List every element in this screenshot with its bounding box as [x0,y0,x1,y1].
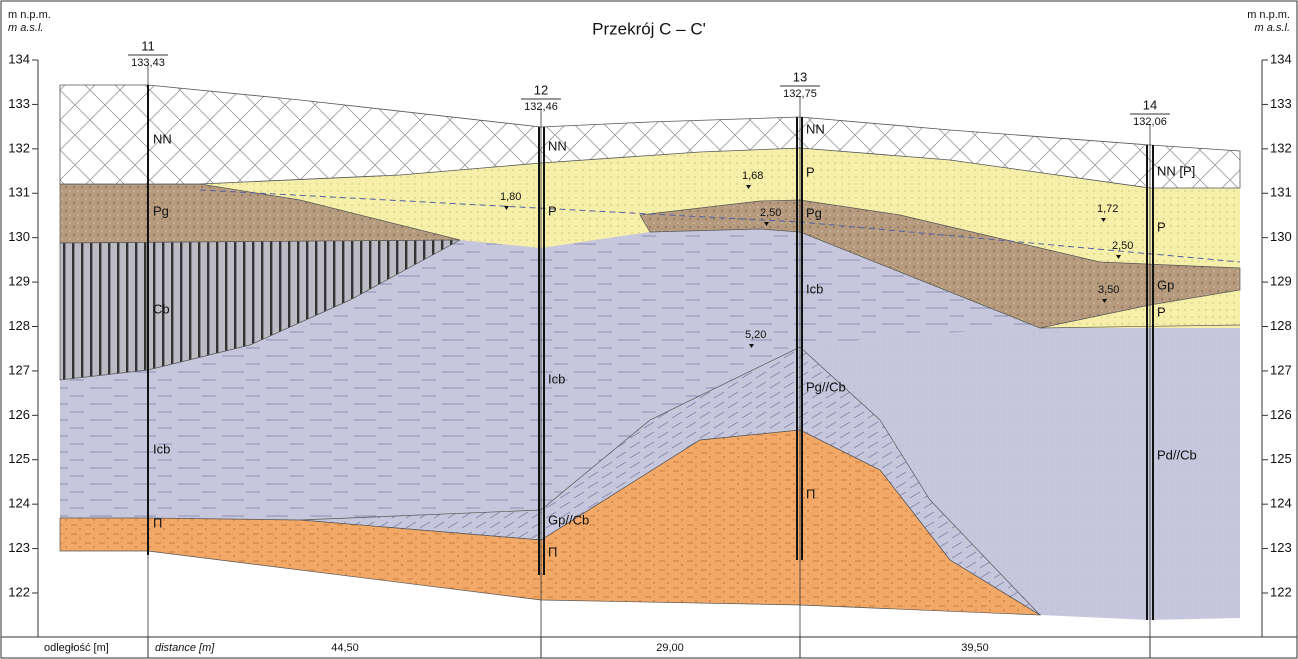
layer-label: Pg//Cb [806,379,846,394]
borehole-id: 14 [1143,97,1157,112]
layer-label: Π [548,544,557,559]
y-tick-label: 133 [1270,96,1292,111]
axis-title: m n.p.m. [1247,9,1290,21]
y-tick-label: 123 [1270,540,1292,555]
layer-label: Π [806,486,815,501]
y-tick-label: 122 [8,584,30,599]
layer-label: Pg [153,203,169,218]
water-depth: 1,68 [742,170,763,182]
layer-label: Pd//Cb [1157,447,1197,462]
y-tick-label: 126 [1270,407,1292,422]
cross-section: Przekrój C – C' m n.p.m. m a.s.l. m n.p.… [0,0,1298,659]
layer-label: NN [806,121,825,136]
layer-label: Π [153,515,162,530]
layer-label: Icb [153,441,170,456]
title: Przekrój C – C' [592,19,706,38]
water-depth: 1,80 [500,191,521,203]
layer-label: Cb [153,301,170,316]
borehole-id: 11 [141,38,155,53]
distance-value: 39,50 [961,642,989,654]
layer-label: NN [P] [1157,163,1195,178]
layer-label: P [806,164,815,179]
y-tick-label: 123 [8,540,30,555]
y-tick-label: 127 [8,362,30,377]
y-tick-label: 128 [1270,318,1292,333]
water-depth: 5,20 [745,329,766,341]
y-tick-label: 127 [1270,362,1292,377]
water-depth: 2,50 [760,207,781,219]
y-tick-label: 130 [8,229,30,244]
layer-label: Icb [806,281,823,296]
y-tick-label: 122 [1270,584,1292,599]
layer-label: NN [548,138,567,153]
layer-label: Pg [806,205,822,220]
y-tick-label: 124 [1270,496,1292,511]
distance-value: 29,00 [656,642,684,654]
y-tick-label: 133 [8,96,30,111]
borehole-elevation: 133,43 [131,57,165,69]
page: Przekrój C – C' m n.p.m. m a.s.l. m n.p.… [0,0,1298,659]
layer-label: Gp [1157,277,1174,292]
y-tick-label: 129 [8,274,30,289]
y-tick-label: 130 [1270,229,1292,244]
borehole-id: 13 [793,69,807,84]
borehole-elevation: 132,75 [783,88,817,100]
borehole-elevation: 132,46 [524,101,558,113]
y-tick-label: 134 [8,51,30,66]
layer-label: P [548,203,557,218]
y-tick-label: 126 [8,407,30,422]
y-tick-label: 125 [1270,451,1292,466]
layer-label: P [1157,304,1166,319]
axis-title: m n.p.m. [8,9,51,21]
y-tick-label: 124 [8,496,30,511]
layer-label: NN [153,131,172,146]
borehole-id: 12 [534,82,548,97]
water-depth: 1,72 [1097,203,1118,215]
y-tick-label: 128 [8,318,30,333]
layer-label: Icb [548,371,565,386]
distance-value: 44,50 [331,642,359,654]
distance-label: distance [m] [155,642,215,654]
borehole-elevation: 132,06 [1133,116,1167,128]
y-tick-label: 129 [1270,274,1292,289]
y-tick-label: 134 [1270,51,1292,66]
axis-title: m a.s.l. [8,22,43,34]
water-depth: 2,50 [1112,240,1133,252]
layer-label: P [1157,219,1166,234]
axis-title: m a.s.l. [1255,22,1290,34]
y-tick-label: 131 [1270,185,1292,200]
y-tick-label: 125 [8,451,30,466]
layer-label: Gp//Cb [548,512,589,527]
y-tick-label: 131 [8,185,30,200]
y-tick-label: 132 [1270,140,1292,155]
water-depth: 3,50 [1098,284,1119,296]
y-tick-label: 132 [8,140,30,155]
distance-label: odległość [m] [44,642,109,654]
